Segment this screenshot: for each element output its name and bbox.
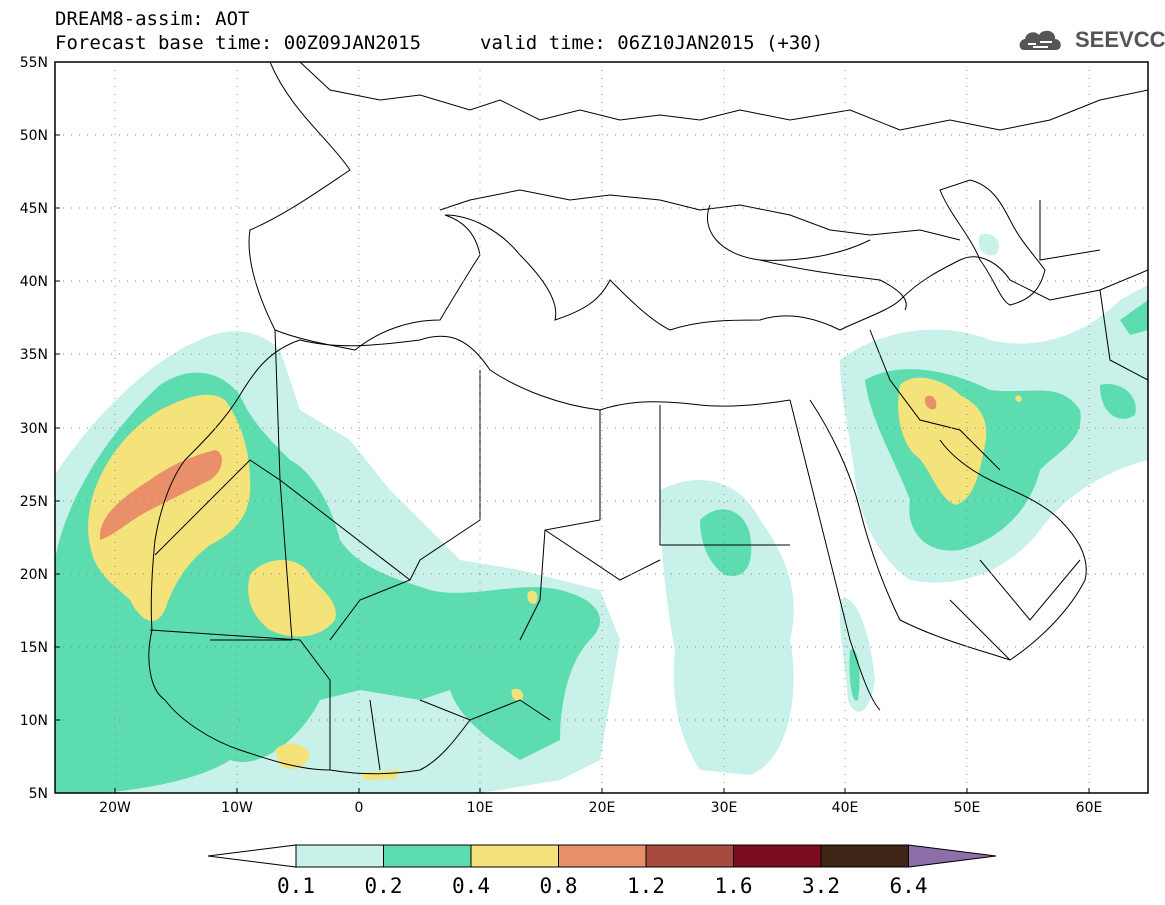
lon-label: 30E: [711, 800, 738, 816]
lat-label: 30N: [20, 421, 48, 437]
lon-label: 60E: [1076, 800, 1103, 816]
aot-level-0.8: [100, 395, 937, 540]
colorbar-label: 0.4: [452, 874, 490, 898]
lat-label: 35N: [20, 347, 48, 363]
aot-level-0.4: [88, 377, 1022, 780]
colorbar-segment: [295, 844, 384, 868]
lon-label: 50E: [954, 800, 981, 816]
coastlines-borders: [148, 62, 1148, 775]
forecast-base-time: Forecast base time: 00Z09JAN2015: [55, 32, 422, 54]
colorbar-segment: [470, 844, 559, 868]
colorbar-label: 1.6: [715, 874, 753, 898]
lat-label: 15N: [20, 640, 48, 656]
lat-label: 5N: [29, 786, 48, 802]
colorbar-label: 0.8: [540, 874, 578, 898]
colorbar-label: 0.2: [365, 874, 403, 898]
colorbar-label: 6.4: [890, 874, 928, 898]
lon-label: 20E: [589, 800, 616, 816]
lat-label: 25N: [20, 494, 48, 510]
lat-label: 55N: [20, 55, 48, 71]
colorbar-label: 1.2: [627, 874, 665, 898]
colorbar-labels: 0.1 0.2 0.4 0.8 1.2 1.6 3.2 6.4: [277, 874, 927, 898]
colorbar: [207, 844, 997, 868]
colorbar-label: 3.2: [802, 874, 840, 898]
colorbar-right-arrow: [908, 844, 997, 868]
lat-label: 10N: [20, 713, 48, 729]
colorbar-segment: [558, 844, 647, 868]
colorbar-segment: [820, 844, 909, 868]
lon-label: 10W: [221, 800, 253, 816]
lon-label: 10E: [467, 800, 494, 816]
tick-marks: [55, 61, 1090, 794]
lat-label: 40N: [20, 274, 48, 290]
lat-label: 20N: [20, 567, 48, 583]
colorbar-segment: [383, 844, 472, 868]
lon-label: 20W: [99, 800, 131, 816]
colorbar-segment: [645, 844, 734, 868]
colorbar-label: 0.1: [277, 874, 315, 898]
colorbar-left-arrow: [207, 844, 297, 868]
longitude-labels: 20W 10W 0 10E 20E 30E 40E 50E 60E: [99, 800, 1102, 816]
lon-label: 0: [355, 800, 364, 816]
colorbar-segment: [733, 844, 822, 868]
lon-label: 40E: [832, 800, 859, 816]
seevccc-logo-icon: [1019, 30, 1061, 50]
product-title: DREAM8-assim: AOT: [55, 8, 250, 30]
lat-label: 50N: [20, 128, 48, 144]
logo-text: SEEVCCC: [1075, 27, 1165, 52]
valid-time: valid time: 06Z10JAN2015 (+30): [480, 32, 824, 54]
aot-shading: [55, 234, 1148, 793]
lat-label: 45N: [20, 201, 48, 217]
latitude-labels: 55N 50N 45N 40N 35N 30N 25N 20N 15N 10N …: [20, 55, 48, 802]
